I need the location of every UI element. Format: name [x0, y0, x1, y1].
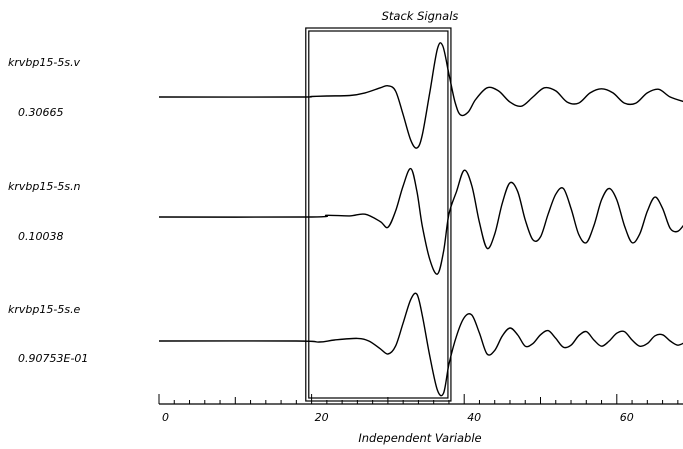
- trace-label-v: krvbp15-5s.v: [8, 56, 81, 69]
- trace-label-n: krvbp15-5s.n: [8, 180, 81, 193]
- x-tick-label: 60: [620, 411, 634, 424]
- x-axis-label: Independent Variable: [358, 431, 481, 445]
- trace-scale-n: 0.10038: [18, 230, 64, 243]
- waveform-trace-e: [159, 293, 683, 395]
- trace-label-e: krvbp15-5s.e: [8, 303, 81, 316]
- trace-scale-v: 0.30665: [18, 106, 64, 119]
- trace-scale-e: 0.90753E-01: [18, 352, 88, 365]
- selection-window-outer[interactable]: [306, 28, 451, 401]
- waveform-trace-n: [159, 169, 683, 275]
- x-tick-label: 40: [467, 411, 481, 424]
- chart-title: Stack Signals: [382, 9, 459, 23]
- x-tick-label: 0: [162, 411, 169, 424]
- waveform-trace-v: [159, 43, 683, 148]
- x-tick-label: 20: [315, 411, 329, 424]
